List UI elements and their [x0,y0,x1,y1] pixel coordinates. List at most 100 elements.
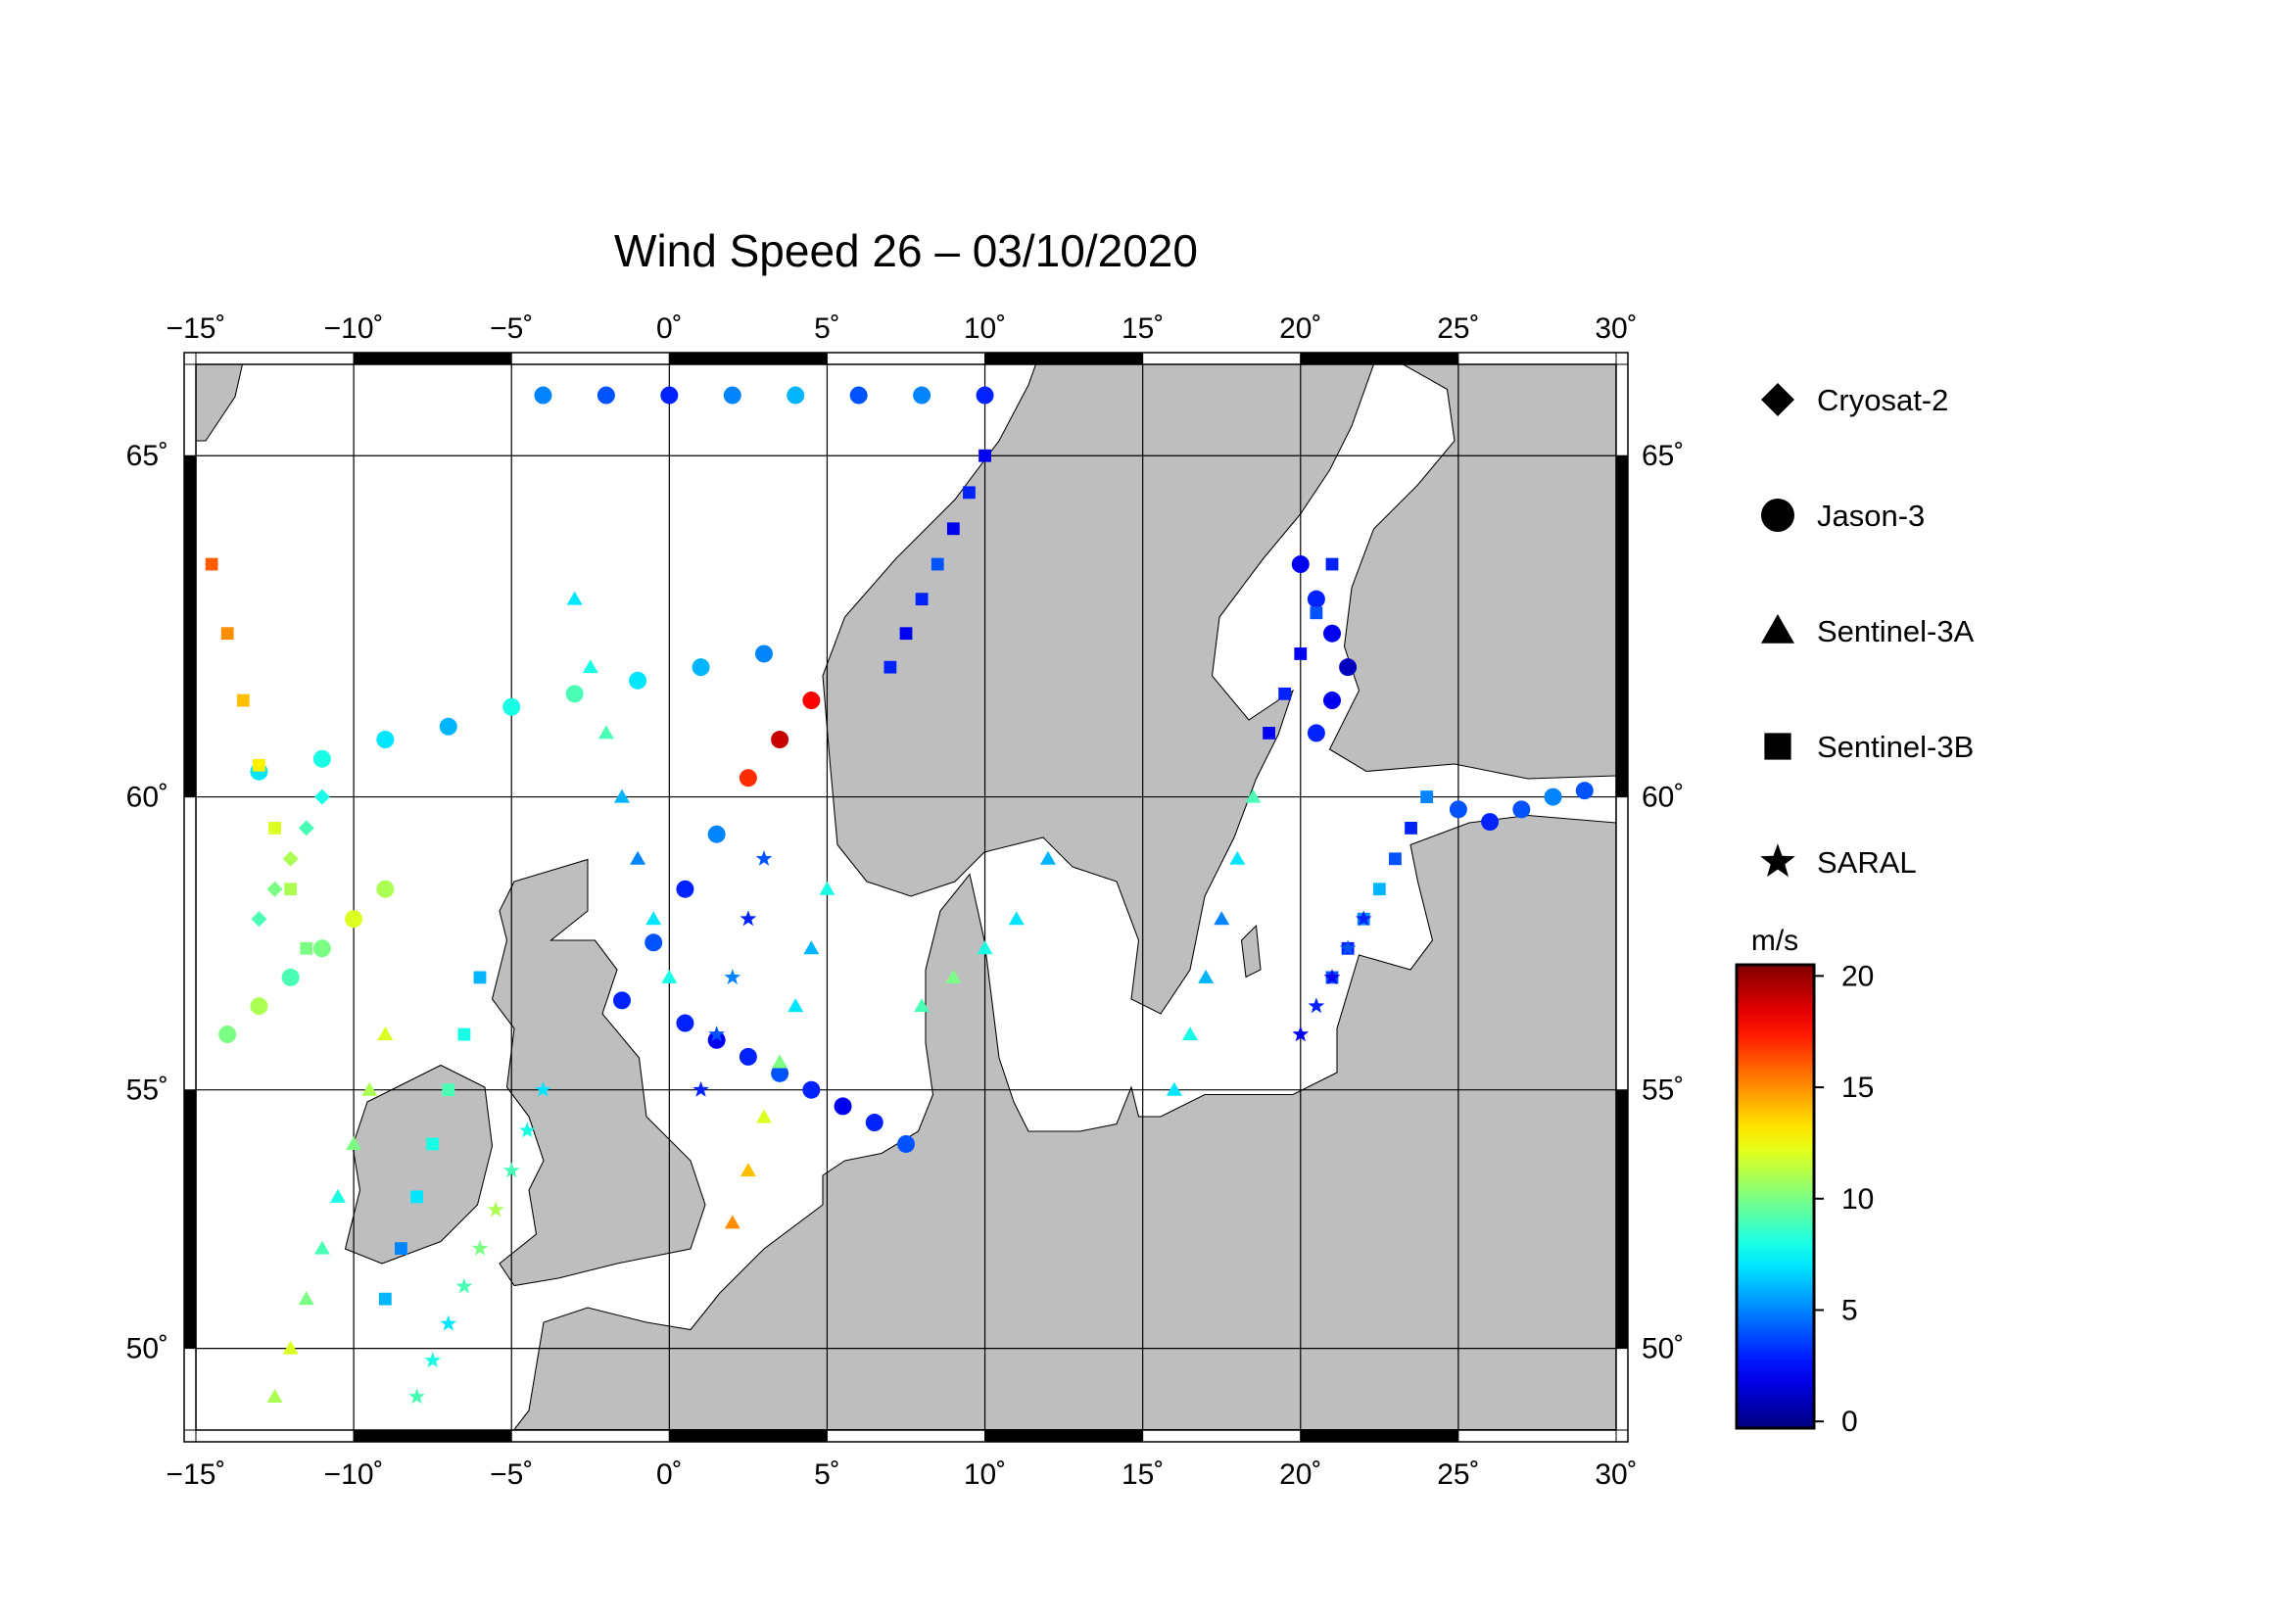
marker-circle [660,386,679,405]
marker-star [408,1388,425,1405]
marker-circle [376,880,395,898]
marker-triangle [597,725,614,740]
x-tick-label-bottom: 25˚ [1437,1458,1479,1491]
y-tick-label-left: 55˚ [126,1075,168,1107]
marker-square [253,758,265,772]
marker-square [1325,557,1339,571]
marker-circle [312,749,331,768]
marker-diamond [313,788,330,805]
marker-star [471,1239,489,1256]
marker-circle [976,386,994,405]
marker-star [755,850,773,866]
colorbar-tick-label: 0 [1841,1406,1858,1438]
frame-segment [183,454,197,798]
x-tick-label-bottom: 0˚ [656,1458,683,1491]
legend: Cryosat-2 Jason-3 Sentinel-3A Sentinel-3B SA… [1760,383,1975,880]
marker-square [300,941,313,955]
y-tick-label-left: 65˚ [126,440,168,472]
frame-end [183,363,197,456]
marker-triangle [614,788,630,803]
marker-triangle [803,940,820,955]
frame-segment [826,1429,986,1443]
marker-star [440,1314,457,1331]
marker-triangle [298,1291,314,1306]
x-tick-label-top: 30˚ [1595,312,1637,345]
marker-triangle [1040,850,1056,865]
marker-square [883,660,897,674]
marker-diamond [251,911,267,928]
marker-star [502,1162,520,1178]
marker-triangle [1198,969,1215,983]
marker-triangle [1166,1081,1182,1096]
marker-circle [897,1134,915,1153]
marker-star [1323,969,1341,984]
marker-triangle [1229,850,1246,865]
marker-circle [597,386,615,405]
marker-circle [345,910,363,929]
marker-square [473,971,487,984]
frame-segment [510,1429,670,1443]
frame-segment [826,352,986,365]
marker-triangle [756,1109,772,1123]
marker-triangle [772,1054,788,1069]
colorbar-unit: m/s [1751,925,1798,957]
marker-circle [692,658,710,677]
marker-triangle [1245,788,1262,803]
marker-square [236,693,250,707]
marker-star [1292,1026,1310,1042]
x-tick-label-bottom: −15˚ [167,1458,226,1491]
x-tick-label-bottom: 10˚ [964,1458,1006,1491]
x-tick-label-bottom: 20˚ [1279,1458,1321,1491]
marker-square [284,883,298,896]
marker-star [455,1277,473,1294]
marker-circle [1323,692,1341,710]
marker-diamond [282,850,299,867]
legend-label: SARAL [1817,845,1917,880]
colorbar-tick-label: 20 [1841,960,1874,992]
marker-triangle [330,1188,346,1203]
marker-circle [739,769,757,788]
marker-star [724,969,741,984]
marker-square [978,449,991,462]
marker-square [915,593,929,606]
marker-square [963,486,976,500]
marker-square [1278,687,1292,700]
y-tick-label-left: 50˚ [126,1333,168,1365]
marker-circle [281,968,300,986]
marker-square [220,627,234,641]
marker-star [424,1352,441,1368]
marker-circle [865,1114,883,1132]
map-frame: −15˚ −15˚ −10˚ −10˚ −5˚ −5˚ 0˚ 0˚ 5˚ 5˚ 10˚ 10˚ 15˚ 1… [126,312,1685,1491]
marker-circle [629,671,647,690]
marker-triangle [346,1135,362,1150]
marker-circle [250,997,268,1016]
marker-triangle [1761,614,1794,644]
marker-circle [1307,724,1325,742]
colorbar-tick-label: 10 [1841,1183,1874,1216]
frame-segment [984,1429,1144,1443]
marker-circle [534,386,552,405]
marker-circle [771,731,789,749]
marker-star [1308,997,1325,1014]
marker-circle [787,386,805,405]
land-continent [512,814,1616,1430]
frame-segment [1457,1429,1617,1443]
y-tick-label-right: 50˚ [1642,1333,1684,1365]
marker-square [457,1027,471,1041]
marker-circle [1761,499,1794,532]
marker-square [426,1137,440,1151]
marker-circle [1307,590,1325,608]
marker-triangle [582,659,598,674]
x-tick-label-top: −5˚ [490,312,533,345]
marker-star [519,1122,536,1138]
frame-segment [1142,1429,1302,1443]
x-tick-label-bottom: 30˚ [1595,1458,1637,1491]
marker-triangle [1182,1027,1198,1041]
frame-segment [510,352,670,365]
frame-segment [1615,796,1629,1091]
marker-square [1372,883,1386,896]
marker-circle [739,1047,757,1066]
marker-star [535,1080,551,1097]
marker-circle [707,1030,726,1049]
